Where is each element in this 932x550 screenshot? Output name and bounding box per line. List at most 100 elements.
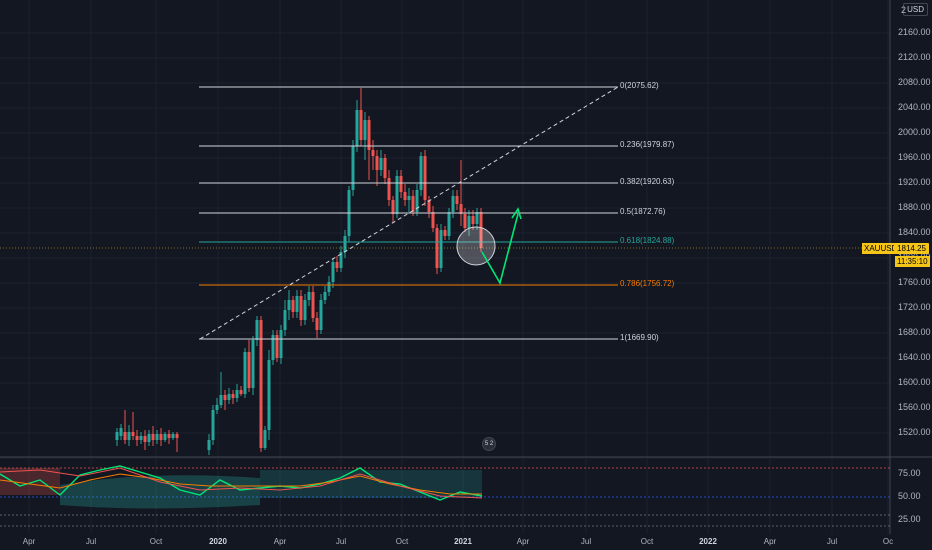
time-axis-label: Jul xyxy=(85,537,97,546)
candle-body xyxy=(327,282,331,292)
candle-body xyxy=(335,262,339,268)
fib-level-label: 0.236(1979.87) xyxy=(620,140,675,149)
candle-body xyxy=(263,430,267,448)
candle-body xyxy=(451,196,455,212)
price-axis-label: 1960.00 xyxy=(898,152,931,162)
trend-line xyxy=(199,86,619,340)
candle-body xyxy=(163,434,167,440)
candle-body xyxy=(339,252,343,268)
time-axis-label: Oct xyxy=(640,537,654,546)
candle-body xyxy=(459,204,463,214)
candle-body xyxy=(343,236,347,252)
candle-body xyxy=(471,216,475,224)
candle-body xyxy=(403,192,407,200)
time-axis-label: Oct xyxy=(149,537,163,546)
candle-body xyxy=(363,120,367,140)
time-axis-label: Apr xyxy=(763,537,777,546)
candle-body xyxy=(219,395,223,405)
candle-body xyxy=(143,436,147,442)
candle-body xyxy=(247,352,251,388)
candle-body xyxy=(135,436,139,440)
candle-body xyxy=(127,432,131,440)
candle-body xyxy=(259,320,263,448)
candle-body xyxy=(319,300,323,330)
corner-label: 2 xyxy=(900,5,906,15)
rsi-red-line xyxy=(0,467,483,499)
candle-body xyxy=(427,200,431,212)
candle-body xyxy=(387,178,391,200)
price-axis-label: 1720.00 xyxy=(898,302,931,312)
candle-body xyxy=(375,156,379,170)
candle-body xyxy=(383,158,387,178)
candle-body xyxy=(407,196,411,200)
candle-body xyxy=(367,120,371,150)
grid xyxy=(0,0,890,534)
candle-body xyxy=(379,158,383,170)
projection-arrowhead xyxy=(511,207,522,220)
candle-body xyxy=(271,335,275,360)
time-axis-label: Apr xyxy=(516,537,530,546)
candle-body xyxy=(119,428,123,436)
candle-body xyxy=(435,228,439,268)
event-badge[interactable]: 5 2 xyxy=(482,437,496,451)
candle-body xyxy=(267,360,271,430)
time-axis-label: Oc xyxy=(882,537,894,546)
candle-body xyxy=(227,394,231,400)
price-axis-label: 1840.00 xyxy=(898,227,931,237)
candle-body xyxy=(251,340,255,388)
time-axis-label: Jul xyxy=(826,537,838,546)
rsi-band-green xyxy=(60,475,260,509)
candle-body xyxy=(207,440,211,450)
time-axis-label: 2021 xyxy=(454,537,472,546)
candle-body xyxy=(151,434,155,440)
price-axis-label: 1680.00 xyxy=(898,327,931,337)
candle-body xyxy=(391,200,395,214)
candle-body xyxy=(171,434,175,438)
candle-body xyxy=(371,150,375,156)
time-axis-label: Apr xyxy=(273,537,287,546)
time-axis-label: Apr xyxy=(22,537,36,546)
candle-body xyxy=(211,410,215,440)
candle-body xyxy=(399,176,403,192)
rsi-axis-label: 50.00 xyxy=(898,491,921,501)
candle-body xyxy=(155,434,159,440)
price-axis-label: 2000.00 xyxy=(898,127,931,137)
candle-body xyxy=(359,110,363,140)
candle-body xyxy=(243,352,247,394)
fib-level-label: 0.5(1872.76) xyxy=(620,207,666,216)
candle-body xyxy=(159,434,163,440)
candle-body xyxy=(315,318,319,330)
candle-body xyxy=(139,436,143,440)
time-axis-label: 2022 xyxy=(699,537,717,546)
rsi-line xyxy=(0,465,483,501)
price-axis-label: 2040.00 xyxy=(898,102,931,112)
candle-body xyxy=(331,262,335,282)
price-axis-label: 2160.00 xyxy=(898,27,931,37)
price-axis-label: 1520.00 xyxy=(898,427,931,437)
candle-body xyxy=(419,156,423,190)
candle-body xyxy=(299,296,303,320)
candle-body xyxy=(479,212,483,248)
price-axis-label: 2080.00 xyxy=(898,77,931,87)
candle-body xyxy=(167,434,171,438)
fib-level-label: 0.786(1756.72) xyxy=(620,279,675,288)
candle-body xyxy=(423,156,427,200)
rsi-axis-label: 75.00 xyxy=(898,468,921,478)
candle-body xyxy=(439,230,443,268)
price-axis-label: 1880.00 xyxy=(898,202,931,212)
currency-button[interactable]: USD xyxy=(903,3,928,16)
time-axis-label: Oct xyxy=(395,537,409,546)
price-axis-label: 1560.00 xyxy=(898,402,931,412)
time-axis-label: Jul xyxy=(335,537,347,546)
price-axis-label: 1640.00 xyxy=(898,352,931,362)
rsi-band-red xyxy=(0,468,60,495)
candle-body xyxy=(239,390,243,394)
candle-body xyxy=(295,296,299,312)
candle-body xyxy=(131,432,135,436)
candle-body xyxy=(415,190,419,212)
rsi-pane xyxy=(0,465,890,527)
candle-body xyxy=(235,390,239,398)
candle-body xyxy=(175,434,179,438)
candle-body xyxy=(351,146,355,190)
